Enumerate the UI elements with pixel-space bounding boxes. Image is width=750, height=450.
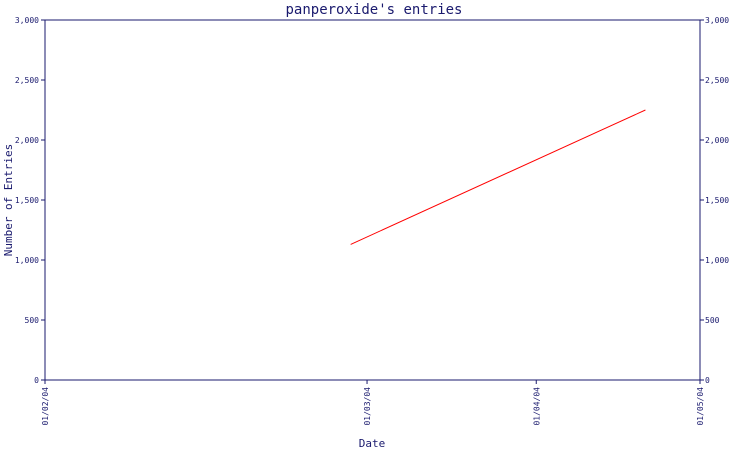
x-tick-label: 01/05/04	[696, 387, 705, 426]
y-tick-label-right: 1,000	[705, 256, 729, 265]
y-tick-label-right: 2,000	[705, 136, 729, 145]
y-tick-label-left: 500	[25, 316, 40, 325]
y-tick-label-left: 2,500	[15, 76, 39, 85]
y-axis-left: 0 500 1,000 1,500 2,000 2,500 3,000	[15, 16, 45, 385]
y-tick-label-left: 3,000	[15, 16, 39, 25]
series-line-0	[350, 109, 646, 245]
y-tick-label-right: 3,000	[705, 16, 729, 25]
y-axis-label: Number of Entries	[2, 144, 15, 257]
y-tick-label-right: 500	[705, 316, 720, 325]
y-tick-label-left: 2,000	[15, 136, 39, 145]
y-tick-label-left: 1,000	[15, 256, 39, 265]
y-tick-label-right: 0	[705, 376, 710, 385]
y-tick-label-left: 0	[34, 376, 39, 385]
plot-frame	[44, 19, 701, 381]
y-tick-label-left: 1,500	[15, 196, 39, 205]
y-tick-label-right: 1,500	[705, 196, 729, 205]
x-axis: 01/02/04 01/03/04 01/04/04 01/05/04	[41, 380, 705, 426]
series-layer	[350, 109, 646, 245]
y-tick-label-right: 2,500	[705, 76, 729, 85]
y-axis-right: 0 500 1,000 1,500 2,000 2,500 3,000	[700, 16, 729, 385]
x-tick-label: 01/04/04	[532, 387, 541, 426]
x-tick-label: 01/02/04	[41, 387, 50, 426]
x-axis-label: Date	[359, 437, 386, 450]
x-tick-label: 01/03/04	[363, 387, 372, 426]
chart-title: panperoxide's entries	[285, 2, 462, 18]
